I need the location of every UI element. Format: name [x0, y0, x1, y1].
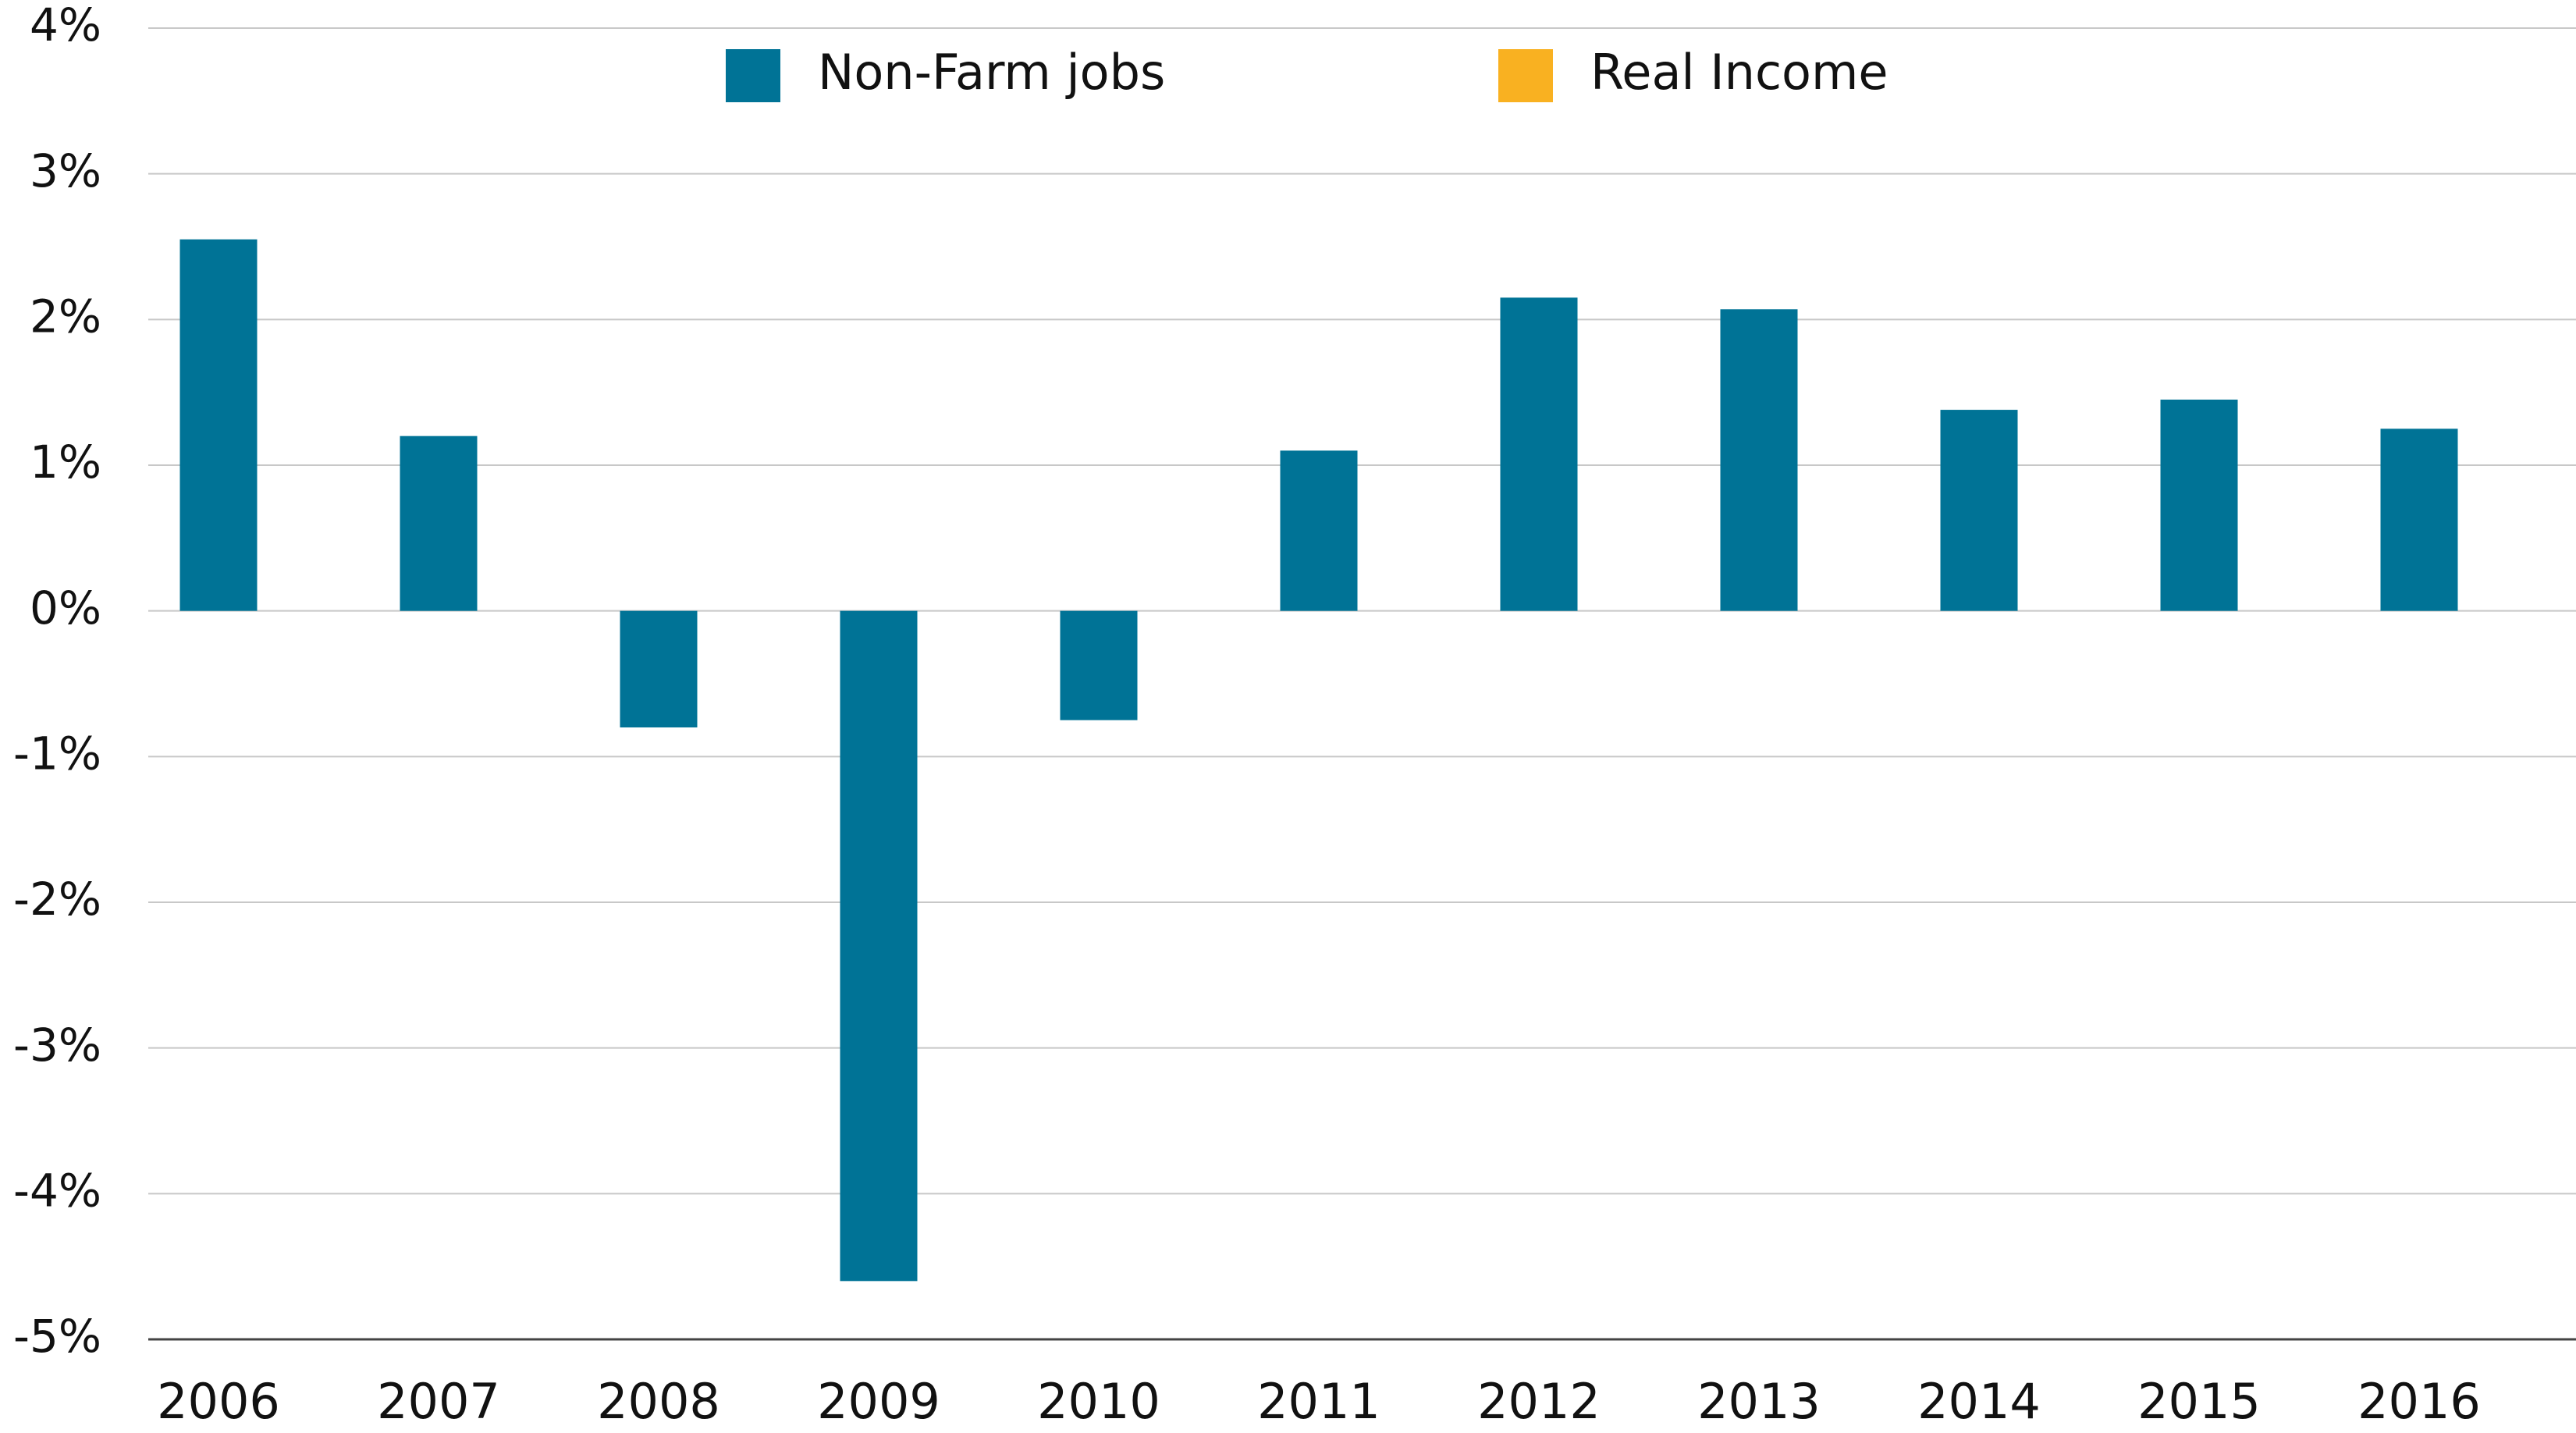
y-tick-label: 2%: [30, 290, 101, 343]
y-tick-label: -2%: [13, 873, 101, 926]
bar: [1060, 610, 1138, 720]
x-tick-label: 2008: [597, 1373, 720, 1430]
x-tick-label: 2013: [1697, 1373, 1821, 1430]
y-tick-label: 3%: [30, 144, 101, 197]
bar: [2380, 428, 2458, 611]
bar: [179, 239, 258, 611]
x-tick-label: 2011: [1257, 1373, 1380, 1430]
legend-label: Non-Farm jobs: [818, 44, 1165, 101]
y-tick-label: -4%: [13, 1164, 101, 1217]
bar: [400, 436, 478, 611]
bar: [1720, 309, 1798, 611]
x-tick-label: 2012: [1477, 1373, 1601, 1430]
legend-swatch: [1498, 49, 1553, 102]
y-tick-label: -1%: [13, 727, 101, 780]
bar: [840, 610, 918, 1282]
x-tick-label: 2016: [2357, 1373, 2481, 1430]
legend-swatch: [726, 49, 780, 102]
x-tick-label: 2006: [157, 1373, 280, 1430]
x-tick-label: 2010: [1037, 1373, 1160, 1430]
y-tick-label: 0%: [30, 581, 101, 635]
bar: [620, 610, 698, 727]
bar: [2160, 400, 2238, 611]
y-tick-label: 1%: [30, 436, 101, 489]
legend-label: Real Income: [1590, 44, 1888, 101]
bar: [1500, 297, 1578, 611]
x-tick-label: 2015: [2137, 1373, 2261, 1430]
x-tick-label: 2014: [1917, 1373, 2041, 1430]
y-tick-label: -5%: [13, 1310, 101, 1363]
y-tick-label: 4%: [30, 0, 101, 52]
y-tick-label: -3%: [13, 1019, 101, 1072]
bar: [1280, 450, 1358, 611]
x-tick-label: 2009: [817, 1373, 940, 1430]
bar: [1940, 410, 2018, 611]
x-tick-label: 2007: [377, 1373, 500, 1430]
